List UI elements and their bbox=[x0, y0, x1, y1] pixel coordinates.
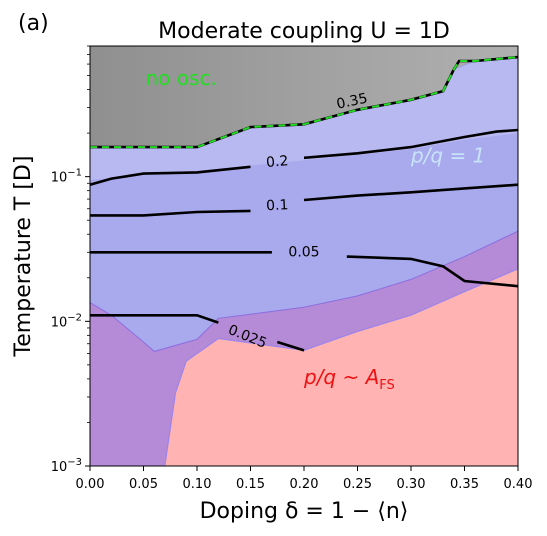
contour-0-05-line-b bbox=[346, 255, 518, 288]
x-tick-label: 0.10 bbox=[183, 477, 212, 492]
pqA-region bbox=[164, 268, 518, 466]
pq1-label: p/q = 1 bbox=[410, 144, 485, 168]
x-axis: 0.00 0.05 0.10 0.15 0.20 0.25 0.30 0.35 0.40 bbox=[76, 466, 533, 492]
x-tick-label: 0.00 bbox=[76, 477, 105, 492]
no-osc-region bbox=[90, 46, 518, 148]
pq1-light-band bbox=[90, 57, 518, 180]
contour-0-1-line bbox=[90, 209, 251, 217]
x-tick-label: 0.15 bbox=[236, 477, 265, 492]
plot-area: 0.350.20.10.050.025 bbox=[90, 46, 518, 466]
contour-0-2-line bbox=[303, 128, 518, 160]
contour-0-025-line-b bbox=[276, 340, 305, 352]
no-osc-boundary bbox=[90, 56, 518, 149]
contour-0-2-line-a bbox=[90, 165, 251, 186]
x-tick-label: 0.35 bbox=[450, 477, 479, 492]
contour-0-2-label: 0.2 bbox=[266, 153, 290, 171]
region-labels: no osc. p/q = 1 p/q ~ AFS bbox=[146, 66, 486, 393]
y-axis: 10−3 10−2 10−1 bbox=[51, 45, 90, 475]
y-tick-label: 10−2 bbox=[51, 312, 82, 330]
contour-0-35-label: 0.35 bbox=[335, 91, 369, 113]
contours-layer: 0.350.20.10.050.025 bbox=[90, 55, 518, 352]
contour-0-025-line bbox=[90, 313, 219, 324]
x-tick-label: 0.40 bbox=[504, 477, 533, 492]
y-tick-label: 10−3 bbox=[51, 457, 82, 475]
x-tick-label: 0.25 bbox=[343, 477, 372, 492]
contour-0-1-label: 0.1 bbox=[266, 197, 289, 214]
x-tick-label: 0.30 bbox=[397, 477, 426, 492]
x-axis-label: Doping δ = 1 − ⟨n⟩ bbox=[200, 499, 409, 524]
pqA-label: p/q ~ AFS bbox=[303, 365, 395, 393]
contour-0-1-line-b bbox=[303, 183, 518, 202]
no-osc-label: no osc. bbox=[146, 66, 217, 90]
regions-layer bbox=[90, 46, 518, 466]
x-tick-label: 0.05 bbox=[129, 477, 158, 492]
y-axis-label: Temperature T [D] bbox=[11, 156, 36, 358]
x-tick-label: 0.20 bbox=[290, 477, 319, 492]
contour-0-05-label: 0.05 bbox=[288, 244, 319, 260]
chart-title: Moderate coupling U = 1D bbox=[158, 19, 450, 44]
panel-label: (a) bbox=[18, 11, 49, 36]
y-tick-label: 10−1 bbox=[51, 168, 82, 186]
